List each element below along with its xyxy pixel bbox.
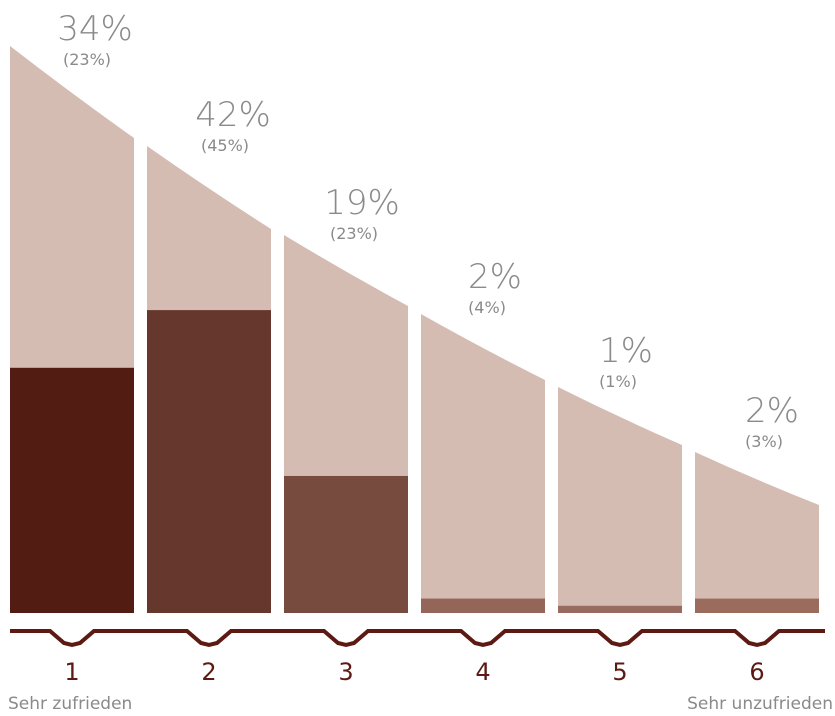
scale-label-right: Sehr unzufrieden (687, 694, 833, 714)
category-label-2: 2 (201, 658, 216, 686)
category-label-6: 6 (749, 658, 764, 686)
category-label-3: 3 (338, 658, 353, 686)
bar-2 (147, 310, 271, 613)
previous-value-label-3: (23%) (330, 224, 378, 243)
bar-3 (284, 475, 408, 613)
category-label-4: 4 (475, 658, 490, 686)
bar-6 (695, 598, 819, 613)
axis-brace-line (10, 629, 825, 648)
value-label-6: 2% (745, 391, 799, 431)
value-label-3: 19% (324, 183, 400, 223)
bars-layer (10, 310, 819, 613)
value-labels-layer: 34%(23%)42%(45%)19%(23%)2%(4%)1%(1%)2%(3… (57, 9, 799, 451)
previous-value-label-2: (45%) (201, 136, 249, 155)
value-label-2: 42% (195, 95, 271, 135)
bar-1 (10, 367, 134, 613)
background-shape-4 (421, 314, 545, 613)
background-shape-5 (558, 387, 682, 613)
previous-value-label-5: (1%) (599, 372, 637, 391)
bar-5 (558, 605, 682, 613)
category-label-5: 5 (612, 658, 627, 686)
scale-label-left: Sehr zufrieden (8, 694, 132, 714)
previous-value-label-6: (3%) (745, 432, 783, 451)
value-label-5: 1% (599, 331, 653, 371)
background-shape-6 (695, 452, 819, 613)
bar-4 (421, 598, 545, 613)
category-labels-layer: 1 2 3 4 5 6 (64, 658, 764, 686)
previous-value-label-4: (4%) (468, 298, 506, 317)
value-label-4: 2% (468, 257, 522, 297)
value-label-1: 34% (57, 9, 133, 49)
category-label-1: 1 (64, 658, 79, 686)
previous-value-label-1: (23%) (63, 50, 111, 69)
